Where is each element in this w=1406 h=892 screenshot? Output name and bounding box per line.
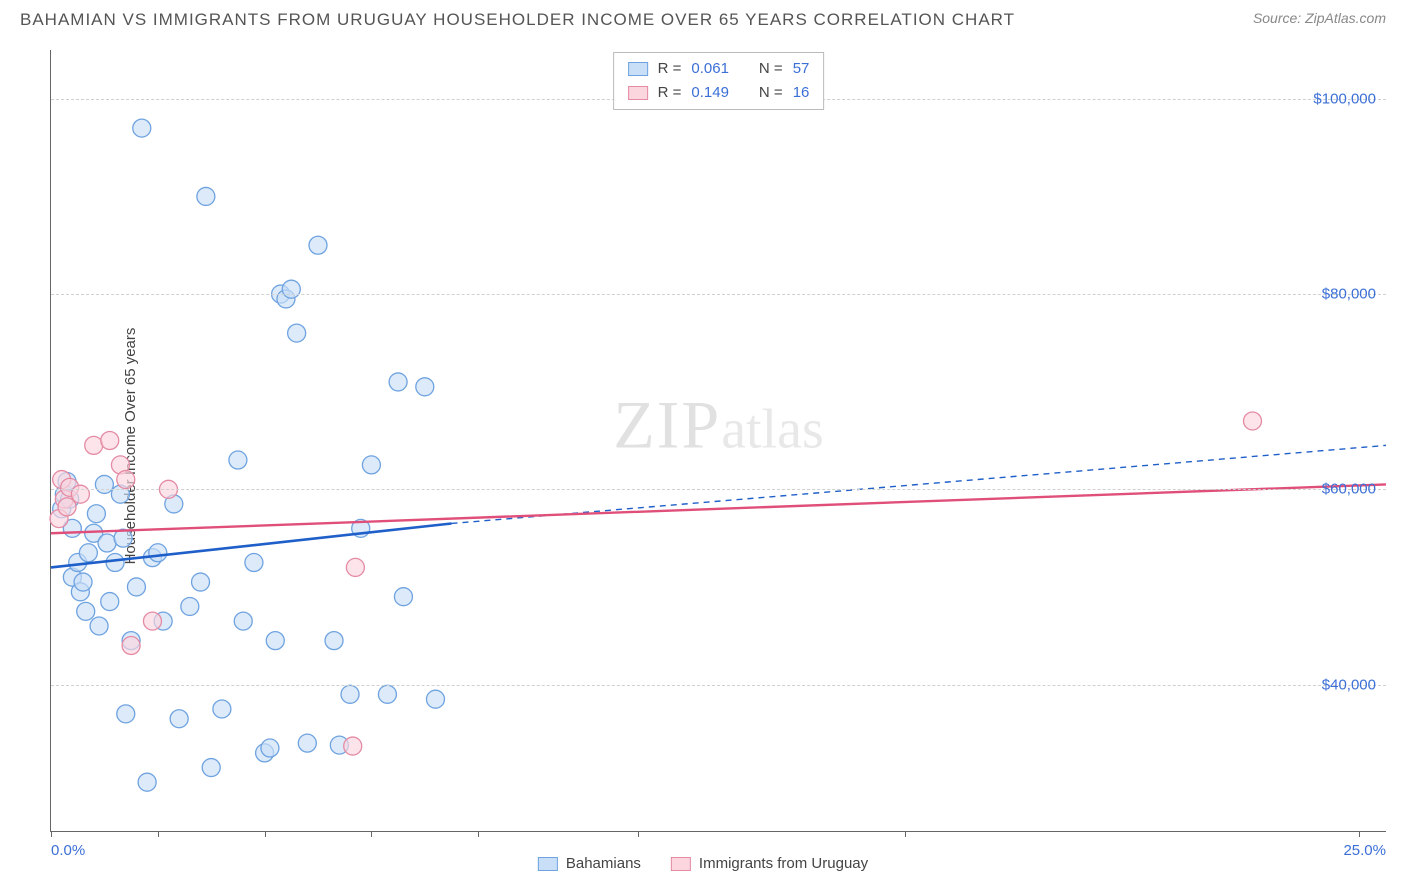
x-tick — [371, 831, 372, 837]
legend-swatch — [628, 86, 648, 100]
data-point — [1244, 412, 1262, 430]
y-tick-label: $60,000 — [1322, 481, 1376, 498]
data-point — [234, 612, 252, 630]
data-point — [74, 573, 92, 591]
data-point — [87, 505, 105, 523]
data-point — [101, 432, 119, 450]
data-point — [266, 632, 284, 650]
page-title: BAHAMIAN VS IMMIGRANTS FROM URUGUAY HOUS… — [20, 10, 1015, 30]
r-label: R = — [658, 57, 682, 81]
data-point — [71, 485, 89, 503]
r-value: 0.061 — [691, 57, 729, 81]
data-point — [346, 558, 364, 576]
data-point — [378, 685, 396, 703]
data-point — [394, 588, 412, 606]
data-point — [90, 617, 108, 635]
x-axis-min-label: 0.0% — [51, 842, 85, 859]
x-axis-max-label: 25.0% — [1343, 842, 1386, 859]
n-value: 16 — [793, 81, 810, 105]
legend-label: Bahamians — [566, 855, 641, 872]
x-tick — [1359, 831, 1360, 837]
data-point — [344, 737, 362, 755]
y-tick-label: $40,000 — [1322, 676, 1376, 693]
source-attribution: Source: ZipAtlas.com — [1253, 10, 1386, 26]
x-tick — [158, 831, 159, 837]
legend-swatch — [538, 857, 558, 871]
series-legend: Bahamians Immigrants from Uruguay — [538, 855, 868, 872]
data-point — [98, 534, 116, 552]
legend-swatch — [628, 62, 648, 76]
x-tick — [905, 831, 906, 837]
data-point — [117, 705, 135, 723]
data-point — [197, 187, 215, 205]
stats-legend-box: R = 0.061 N = 57 R = 0.149 N = 16 — [613, 52, 825, 110]
y-tick-label: $80,000 — [1322, 286, 1376, 303]
legend-item: Immigrants from Uruguay — [671, 855, 868, 872]
n-label: N = — [759, 81, 783, 105]
x-tick — [638, 831, 639, 837]
data-point — [127, 578, 145, 596]
stats-legend-row: R = 0.149 N = 16 — [628, 81, 810, 105]
data-point — [298, 734, 316, 752]
data-point — [149, 544, 167, 562]
scatter-plot-svg — [51, 50, 1386, 831]
data-point — [309, 236, 327, 254]
data-point — [229, 451, 247, 469]
data-point — [79, 544, 97, 562]
data-point — [245, 554, 263, 572]
y-tick-label: $100,000 — [1313, 90, 1376, 107]
x-tick — [478, 831, 479, 837]
data-point — [389, 373, 407, 391]
legend-item: Bahamians — [538, 855, 641, 872]
data-point — [426, 690, 444, 708]
n-value: 57 — [793, 57, 810, 81]
x-tick — [51, 831, 52, 837]
data-point — [133, 119, 151, 137]
trend-line-extension — [452, 445, 1387, 523]
data-point — [181, 597, 199, 615]
data-point — [282, 280, 300, 298]
data-point — [362, 456, 380, 474]
data-point — [85, 436, 103, 454]
r-value: 0.149 — [691, 81, 729, 105]
data-point — [288, 324, 306, 342]
data-point — [106, 554, 124, 572]
data-point — [143, 612, 161, 630]
data-point — [138, 773, 156, 791]
data-point — [95, 475, 113, 493]
data-point — [117, 471, 135, 489]
legend-label: Immigrants from Uruguay — [699, 855, 868, 872]
data-point — [202, 759, 220, 777]
stats-legend-row: R = 0.061 N = 57 — [628, 57, 810, 81]
trend-line — [51, 484, 1386, 533]
data-point — [213, 700, 231, 718]
data-point — [416, 378, 434, 396]
data-point — [122, 637, 140, 655]
gridline — [51, 294, 1386, 295]
gridline — [51, 685, 1386, 686]
data-point — [101, 593, 119, 611]
chart-plot-area: R =0.061N =57R =0.149N =16 ZIPatlas 0.0%… — [50, 50, 1386, 832]
data-point — [341, 685, 359, 703]
data-point — [325, 632, 343, 650]
data-point — [170, 710, 188, 728]
data-point — [77, 602, 95, 620]
data-point — [192, 573, 210, 591]
legend-swatch — [671, 857, 691, 871]
r-label: R = — [658, 81, 682, 105]
n-label: N = — [759, 57, 783, 81]
gridline — [51, 489, 1386, 490]
data-point — [261, 739, 279, 757]
x-tick — [265, 831, 266, 837]
